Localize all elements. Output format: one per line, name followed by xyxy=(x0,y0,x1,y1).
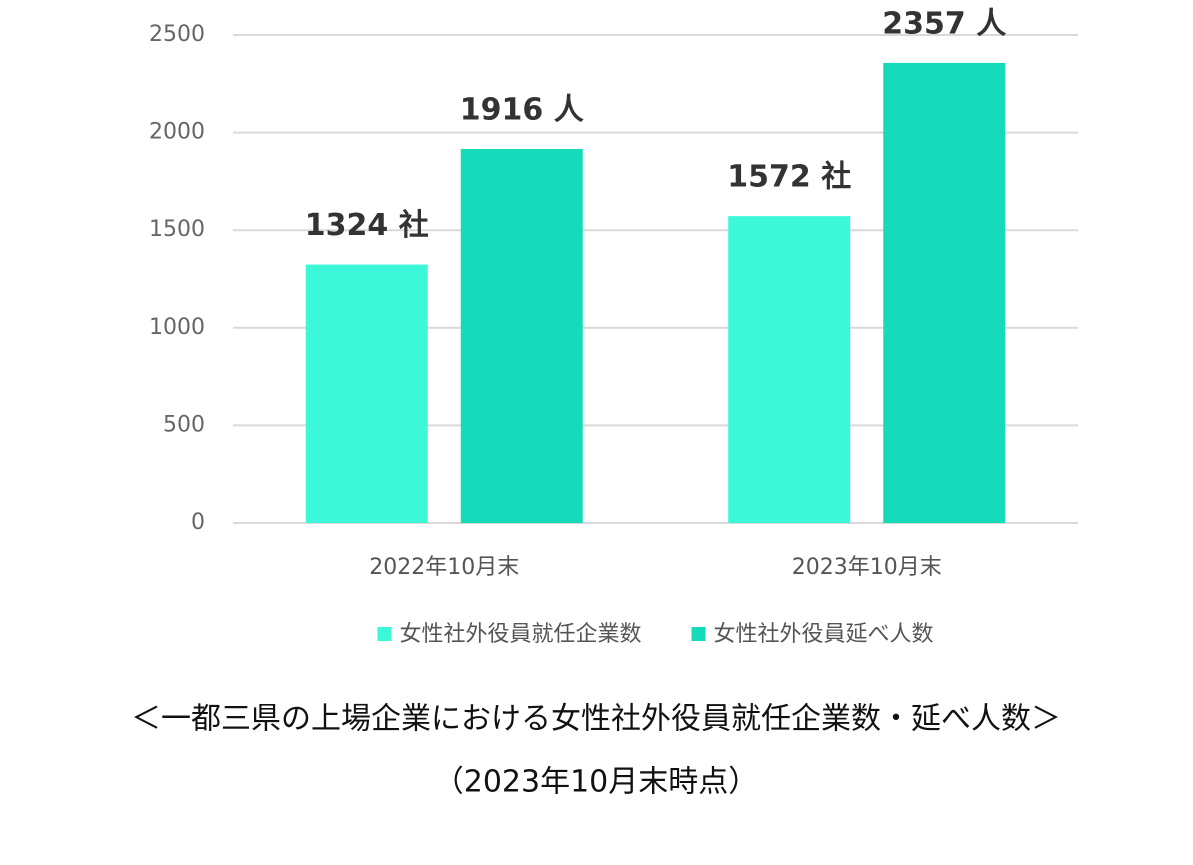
data-label: 1916 人 xyxy=(460,92,584,127)
chart-subtitle: （2023年10月末時点） xyxy=(434,765,759,800)
bar xyxy=(305,264,428,523)
y-tick-label: 500 xyxy=(163,412,205,437)
chart-title: ＜一都三県の上場企業における女性社外役員就任企業数・延べ人数＞ xyxy=(131,702,1061,737)
legend-swatch xyxy=(691,627,706,641)
data-label: 1572 社 xyxy=(727,160,851,195)
bar xyxy=(883,62,1006,523)
bar xyxy=(460,148,583,523)
data-label: 1324 社 xyxy=(305,208,429,243)
x-tick-label: 2023年10月末 xyxy=(792,555,942,580)
legend-label: 女性社外役員就任企業数 xyxy=(399,622,641,647)
legend-label: 女性社外役員延べ人数 xyxy=(714,622,934,647)
y-tick-label: 2500 xyxy=(149,22,205,47)
bar xyxy=(728,216,851,523)
y-tick-label: 0 xyxy=(191,510,205,535)
data-label: 2357 人 xyxy=(882,6,1006,41)
legend-swatch xyxy=(377,627,392,641)
y-tick-label: 1000 xyxy=(149,315,205,340)
y-tick-label: 2000 xyxy=(149,120,205,145)
x-tick-label: 2022年10月末 xyxy=(369,555,519,580)
y-tick-label: 1500 xyxy=(149,217,205,242)
